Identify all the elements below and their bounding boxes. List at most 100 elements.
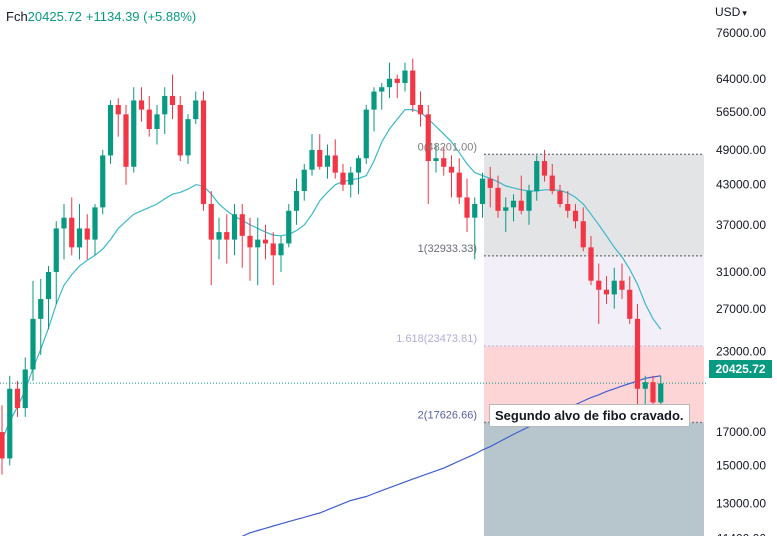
- candle-body-80: [619, 280, 625, 290]
- price-axis[interactable]: 76000.00 64000.00 56500.00 49000.00 43000.00…: [716, 26, 766, 536]
- candle-body-51: [394, 78, 400, 83]
- price-tick-0: 76000.00: [716, 26, 766, 40]
- candle-body-36: [278, 243, 284, 256]
- candle-body-15: [115, 104, 121, 115]
- candle-body-38: [293, 191, 300, 211]
- candle-body-64: [495, 187, 501, 211]
- price-tick-8: 23000.00: [716, 345, 766, 359]
- candle-body-53: [410, 70, 416, 105]
- candle-body-59: [456, 172, 462, 198]
- fib-zone-0-to-1: [484, 154, 704, 256]
- candle-body-17: [131, 100, 137, 167]
- candle-body-76: [588, 247, 594, 281]
- candle-body-61: [472, 204, 478, 218]
- candle-body-5: [38, 299, 44, 319]
- price-tick-12: 11400.00: [717, 532, 766, 536]
- candle-body-39: [301, 169, 307, 192]
- fib-label-1: 1(32933.33): [418, 243, 477, 255]
- price-tick-3: 49000.00: [716, 143, 766, 157]
- candle-body-62: [479, 178, 486, 205]
- candle-body-44: [340, 172, 346, 185]
- price-tick-5: 37000.00: [716, 218, 766, 232]
- candle-body-85: [658, 383, 664, 403]
- candle-body-4: [30, 318, 36, 370]
- fib-label-3: 2(17626.66): [418, 409, 477, 421]
- candle-body-55: [425, 114, 431, 162]
- last-price-label: 20425.72: [709, 360, 772, 378]
- candle-body-32: [247, 235, 253, 248]
- candle-body-16: [123, 114, 129, 167]
- annotation-callout[interactable]: Segundo alvo de fibo cravado.: [489, 404, 690, 427]
- candle-body-49: [379, 87, 385, 92]
- currency-selector[interactable]: USD ▾: [715, 5, 747, 19]
- candle-body-72: [557, 191, 563, 205]
- candle-body-21: [162, 95, 168, 115]
- candle-body-81: [627, 289, 633, 319]
- candle-body-29: [224, 232, 230, 240]
- candle-body-43: [332, 155, 338, 173]
- candle-body-27: [208, 204, 214, 240]
- price-tick-4: 43000.00: [716, 178, 766, 192]
- fib-zone-below-2: [484, 422, 704, 536]
- candle-body-73: [565, 204, 571, 211]
- candle-body-65: [503, 207, 509, 211]
- candle-body-71: [549, 175, 555, 192]
- candle-body-12: [92, 207, 98, 240]
- candle-body-42: [324, 155, 331, 167]
- candle-body-20: [154, 114, 160, 130]
- candle-body-25: [193, 100, 199, 120]
- candle-body-83: [642, 382, 648, 389]
- candle-body-10: [76, 228, 83, 248]
- candle-body-57: [441, 158, 447, 167]
- candle-body-66: [510, 200, 517, 208]
- candle-body-2: [14, 388, 21, 409]
- fib-level-labels: 0(48201.00) 1(32933.33) 1.618(23473.81) 2(1…: [396, 141, 477, 421]
- header-close: 20425.72: [27, 9, 82, 24]
- candle-body-9: [69, 217, 75, 248]
- candle-body-48: [371, 91, 377, 110]
- candle-body-40: [309, 149, 315, 170]
- candle-body-24: [185, 119, 191, 156]
- candle-body-26: [200, 100, 207, 205]
- candle-body-13: [100, 155, 106, 208]
- ohlc-header: Fch20425.72 +1134.39 (+5.88%): [6, 9, 196, 24]
- price-tick-7: 27000.00: [716, 302, 766, 316]
- candle-body-74: [572, 210, 579, 222]
- candle-body-63: [487, 178, 493, 188]
- candle-body-14: [107, 104, 114, 156]
- candle-body-22: [169, 95, 176, 105]
- candle-body-1: [7, 388, 13, 459]
- candle-body-28: [216, 232, 222, 240]
- price-tick-2: 56500.00: [716, 105, 766, 119]
- candle-body-70: [541, 161, 548, 176]
- candle-body-8: [61, 217, 67, 229]
- candle-body-54: [417, 104, 424, 115]
- fib-label-2: 1.618(23473.81): [396, 333, 477, 345]
- candle-body-41: [317, 149, 323, 167]
- candle-body-78: [603, 289, 610, 295]
- candle-body-33: [255, 239, 261, 248]
- fib-zones: [484, 154, 704, 536]
- candle-body-11: [84, 228, 90, 240]
- candle-body-3: [22, 369, 28, 409]
- candle-body-31: [239, 214, 245, 236]
- candle-body-37: [286, 210, 292, 244]
- candle-body-30: [231, 214, 238, 240]
- candle-body-23: [177, 104, 183, 156]
- candle-body-46: [355, 158, 362, 173]
- candle-body-75: [580, 221, 586, 248]
- candle-body-7: [53, 228, 59, 272]
- chevron-down-icon: ▾: [742, 8, 747, 18]
- candle-body-0: [0, 432, 5, 459]
- price-tick-10: 15000.00: [716, 458, 766, 472]
- candle-body-69: [534, 161, 540, 192]
- candle-body-6: [45, 271, 52, 300]
- candle-body-18: [138, 100, 145, 110]
- price-tick-6: 31000.00: [716, 265, 766, 279]
- fib-label-0: 0(48201.00): [418, 141, 477, 153]
- candles: [0, 58, 664, 475]
- candle-body-19: [146, 109, 152, 130]
- candle-body-67: [518, 200, 524, 211]
- candle-body-82: [634, 318, 641, 389]
